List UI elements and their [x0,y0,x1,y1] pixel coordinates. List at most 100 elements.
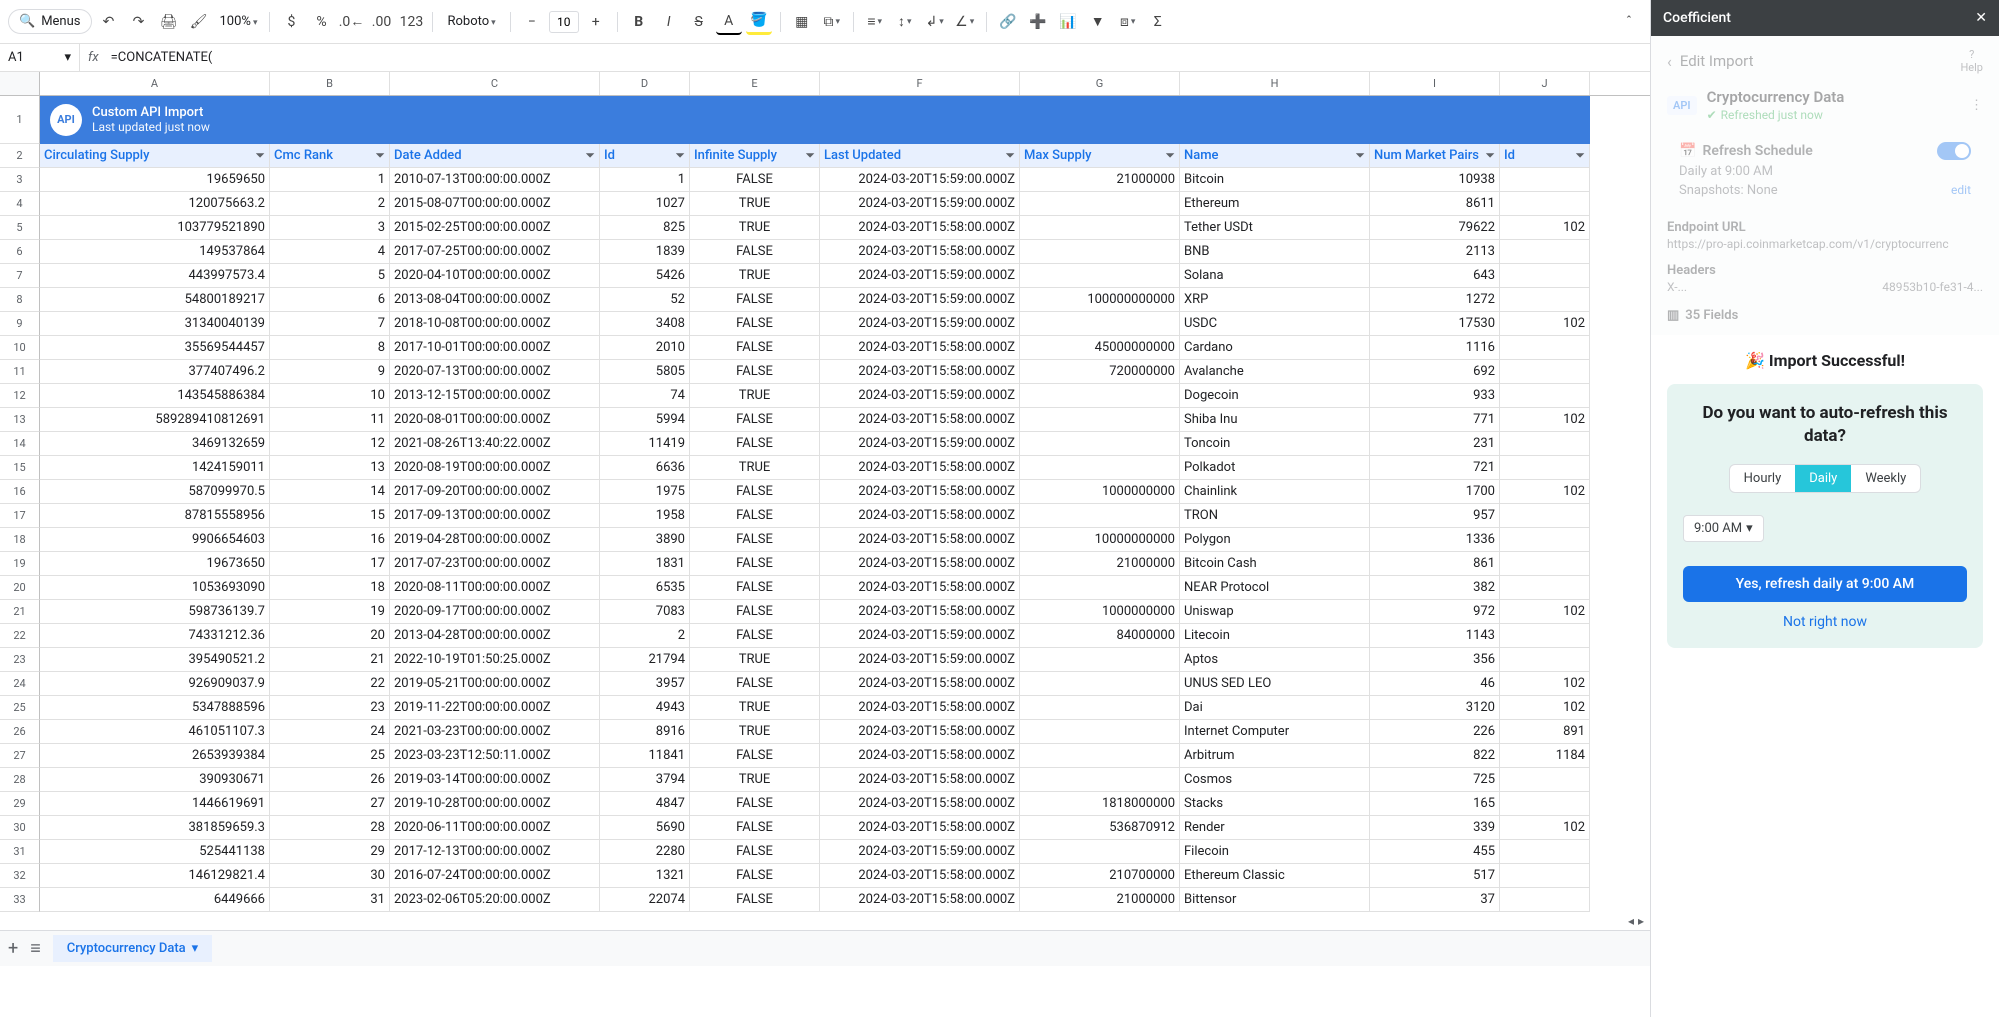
table-cell[interactable]: 46 [1370,672,1500,696]
table-cell[interactable] [1020,240,1180,264]
filter-icon[interactable]: ⏷ [1355,148,1365,163]
table-cell[interactable]: 721 [1370,456,1500,480]
filter-views-button[interactable]: ⧈ [1115,9,1141,35]
menus-chip[interactable]: 🔍 Menus [8,9,92,34]
decline-refresh-link[interactable]: Not right now [1683,614,1967,630]
table-cell[interactable]: 27 [270,792,390,816]
chart-button[interactable]: 📊 [1055,9,1081,35]
table-cell[interactable]: 1027 [600,192,690,216]
table-cell[interactable]: 1143 [1370,624,1500,648]
table-cell[interactable]: 517 [1370,864,1500,888]
row-header[interactable]: 14 [0,432,40,456]
table-cell[interactable]: Filecoin [1180,840,1370,864]
table-cell[interactable] [1020,432,1180,456]
table-cell[interactable]: 2022-10-19T01:50:25.000Z [390,648,600,672]
table-cell[interactable]: 4847 [600,792,690,816]
decrease-decimal-button[interactable]: .0← [338,9,364,35]
column-header-F[interactable]: F [820,72,1020,95]
table-cell[interactable]: 2024-03-20T15:58:00.000Z [820,864,1020,888]
table-cell[interactable]: 2024-03-20T15:59:00.000Z [820,168,1020,192]
table-cell[interactable]: 525441138 [40,840,270,864]
table-cell[interactable]: 1000000000 [1020,600,1180,624]
table-cell[interactable]: 2024-03-20T15:58:00.000Z [820,216,1020,240]
table-cell[interactable]: 7083 [600,600,690,624]
table-cell[interactable]: Cardano [1180,336,1370,360]
table-cell[interactable]: 1446619691 [40,792,270,816]
all-sheets-button[interactable]: ≡ [30,938,41,959]
table-cell[interactable]: Toncoin [1180,432,1370,456]
table-cell[interactable]: 5 [270,264,390,288]
table-cell[interactable]: FALSE [690,360,820,384]
row-header[interactable]: 5 [0,216,40,240]
table-cell[interactable]: 2024-03-20T15:59:00.000Z [820,312,1020,336]
text-color-button[interactable]: A [716,9,742,35]
table-cell[interactable]: 12 [270,432,390,456]
formula-input[interactable]: =CONCATENATE( [107,50,217,65]
link-button[interactable]: 🔗 [995,9,1021,35]
row-header[interactable]: 15 [0,456,40,480]
table-cell[interactable]: TRUE [690,648,820,672]
table-cell[interactable]: TRUE [690,216,820,240]
table-cell[interactable]: 2024-03-20T15:58:00.000Z [820,768,1020,792]
table-cell[interactable]: 2024-03-20T15:58:00.000Z [820,240,1020,264]
table-cell[interactable]: 1184 [1500,744,1590,768]
column-header-H[interactable]: H [1180,72,1370,95]
valign-button[interactable]: ↕ [892,9,918,35]
row-header[interactable]: 11 [0,360,40,384]
table-cell[interactable]: 25 [270,744,390,768]
table-cell[interactable]: FALSE [690,864,820,888]
table-header-cell[interactable]: Id⏷ [600,144,690,168]
table-cell[interactable]: 720000000 [1020,360,1180,384]
table-cell[interactable] [1020,504,1180,528]
row-header[interactable]: 12 [0,384,40,408]
table-cell[interactable]: 2024-03-20T15:59:00.000Z [820,432,1020,456]
cells-area[interactable]: APICustom API ImportLast updated just no… [40,96,1650,912]
table-cell[interactable]: BNB [1180,240,1370,264]
table-cell[interactable]: 1336 [1370,528,1500,552]
table-cell[interactable]: 2024-03-20T15:58:00.000Z [820,504,1020,528]
table-cell[interactable]: FALSE [690,600,820,624]
table-cell[interactable]: 2017-07-23T00:00:00.000Z [390,552,600,576]
table-cell[interactable]: 926909037.9 [40,672,270,696]
table-cell[interactable]: 3408 [600,312,690,336]
table-cell[interactable]: FALSE [690,432,820,456]
table-cell[interactable]: 3890 [600,528,690,552]
table-cell[interactable]: 1818000000 [1020,792,1180,816]
table-header-cell[interactable]: Cmc Rank⏷ [270,144,390,168]
table-header-cell[interactable]: Id⏷ [1500,144,1590,168]
table-cell[interactable]: 102 [1500,816,1590,840]
table-cell[interactable]: 5347888596 [40,696,270,720]
table-cell[interactable]: 2015-02-25T00:00:00.000Z [390,216,600,240]
table-cell[interactable] [1500,864,1590,888]
table-cell[interactable]: 2019-03-14T00:00:00.000Z [390,768,600,792]
table-cell[interactable]: 2017-09-20T00:00:00.000Z [390,480,600,504]
filter-icon[interactable]: ⏷ [675,148,685,163]
row-header[interactable]: 17 [0,504,40,528]
table-cell[interactable]: 2280 [600,840,690,864]
table-cell[interactable]: 7 [270,312,390,336]
filter-button[interactable]: ▼ [1085,9,1111,35]
table-cell[interactable]: 226 [1370,720,1500,744]
add-sheet-button[interactable]: + [8,938,18,959]
table-cell[interactable]: 10 [270,384,390,408]
table-cell[interactable]: 2024-03-20T15:58:00.000Z [820,552,1020,576]
help-link[interactable]: ? Help [1960,48,1983,74]
table-cell[interactable] [1020,840,1180,864]
table-cell[interactable]: 2024-03-20T15:58:00.000Z [820,816,1020,840]
table-cell[interactable]: 10938 [1370,168,1500,192]
table-cell[interactable]: Uniswap [1180,600,1370,624]
table-cell[interactable]: 2021-08-26T13:40:22.000Z [390,432,600,456]
table-cell[interactable]: 9906654603 [40,528,270,552]
table-cell[interactable]: 2024-03-20T15:58:00.000Z [820,456,1020,480]
table-cell[interactable]: 1831 [600,552,690,576]
table-cell[interactable]: 2013-08-04T00:00:00.000Z [390,288,600,312]
table-cell[interactable]: 536870912 [1020,816,1180,840]
table-cell[interactable]: 21000000 [1020,888,1180,912]
table-cell[interactable]: 598736139.7 [40,600,270,624]
fill-color-button[interactable]: 🪣 [746,9,772,35]
table-cell[interactable]: TRON [1180,504,1370,528]
row-header[interactable]: 13 [0,408,40,432]
font-select[interactable]: Roboto [441,14,501,29]
table-cell[interactable]: FALSE [690,744,820,768]
table-cell[interactable]: 8916 [600,720,690,744]
